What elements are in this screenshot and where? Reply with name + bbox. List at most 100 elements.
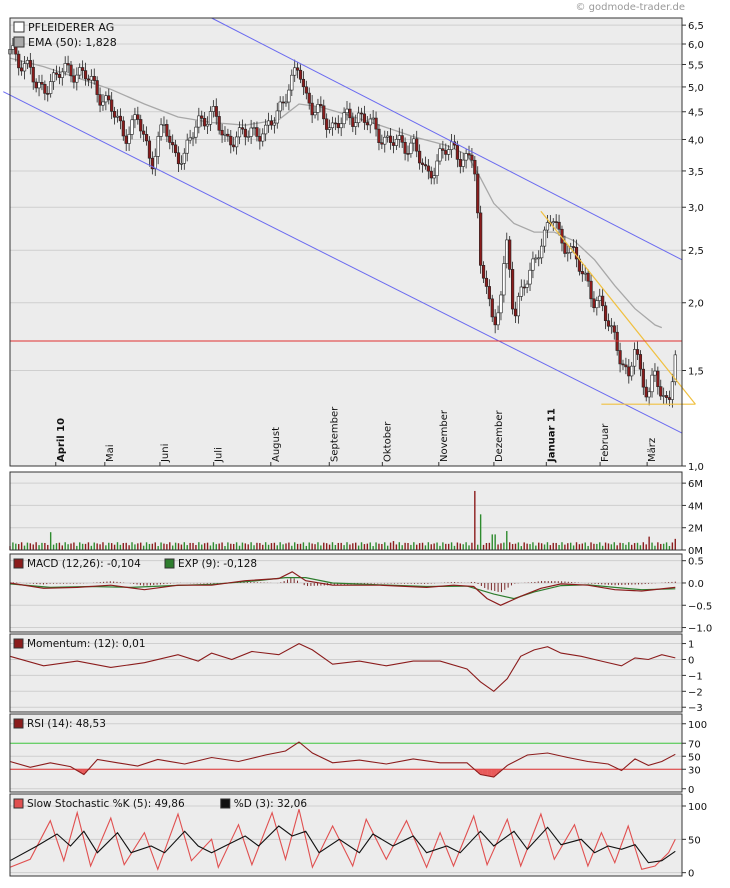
candle-down [406,153,410,155]
candle-up [156,136,160,157]
momentum-panel: 1 0 −1 −2 −3 Momentum: (12): 0,01 [9,633,703,714]
candle-down [667,397,672,400]
x-month-label: Juni [160,444,171,463]
price-tick-label: 4,5 [688,108,704,119]
candle-up [386,135,390,138]
candle-down [81,67,85,71]
candle-up [252,127,256,129]
candle-up [264,124,268,135]
candle-down [28,60,32,68]
candle-up [278,101,282,112]
candle-up [235,136,239,148]
candle-up [162,124,166,126]
candle-down [458,159,462,167]
x-month-label: Juli [214,447,225,463]
candle-down [571,246,576,248]
candle-up [650,374,654,393]
candle-down [627,366,631,377]
candle-up [397,135,401,140]
candle-down [301,78,306,88]
candle-up [25,60,30,64]
candle-up [516,296,521,317]
candle-down [214,106,218,117]
source-credit: © godmode-trader.de [576,2,686,13]
legend-label: %D (3): 32,06 [234,798,308,810]
candle-up [371,117,375,120]
candle-up [327,127,332,130]
momentum-tick-label: 0 [688,655,694,666]
candle-up [412,138,416,144]
triangle-upper-line [540,210,696,405]
candle-up [188,137,192,141]
candle-up [179,162,184,165]
candle-down [229,135,233,146]
candle-down [508,239,512,270]
candle-up [60,71,64,78]
candle-down [418,150,422,164]
candle-down [168,135,172,143]
momentum-tick-label: −1 [688,671,703,682]
candle-down [220,129,224,136]
candle-up [211,106,215,112]
candle-up [249,127,253,137]
candle-down [107,95,111,101]
candle-up [345,108,349,114]
candle-up [354,122,358,127]
rsi-tick-label: 70 [688,739,701,750]
stochastic-tick-label: 100 [688,802,707,813]
stochastic-tick-label: 0 [688,869,694,880]
candle-up [115,115,120,118]
candle-up [447,149,451,155]
candle-down [173,144,178,154]
candle-up [284,101,288,104]
candle-down [659,386,663,397]
candle-up [653,370,657,376]
candle-up [383,136,387,145]
candle-down [171,142,175,146]
candle-up [598,295,602,301]
candle-up [89,76,93,81]
candle-down [307,92,311,104]
candle-down [423,164,428,167]
candle-down [592,298,596,309]
candle-down [72,75,76,83]
macd-panel: 0.5 0.0 −0.5 −1.0 MACD (12,26): -0,104 EXP (9… [9,553,712,635]
candle-down [470,154,474,161]
candle-up [205,123,210,127]
candle-down [621,363,625,366]
candle-up [409,142,413,154]
candle-up [342,112,346,125]
x-month-label: Oktober [382,421,393,462]
candle-up [133,114,137,121]
candle-up [394,139,398,146]
stochastic-background [10,794,682,876]
candle-down [336,122,340,129]
candle-down [43,83,47,94]
candle-up [551,221,555,224]
candle-up [127,134,131,144]
candle-down [217,116,221,131]
candle-up [609,325,613,328]
candle-up [185,139,189,154]
candle-down [557,221,561,230]
legend-label: MACD (12,26): -0,104 [27,558,141,570]
candle-up [208,111,213,125]
candle-down [510,269,515,310]
rsi-tick-label: 50 [688,752,701,763]
candle-down [479,212,483,266]
candle-up [246,136,250,138]
candle-up [633,349,637,367]
macd-frame [9,553,683,633]
candle-up [537,257,541,260]
candle-up [525,283,529,288]
price-tick-label: 2,0 [688,299,704,310]
candle-down [362,113,367,123]
candle-down [269,120,274,126]
candle-down [359,112,364,115]
price-tick-label: 1,5 [688,367,704,378]
volume-tick-label: 2M [688,524,703,535]
x-month-label: Februar [600,423,611,462]
price-frame [9,17,683,467]
candle-down [17,53,21,69]
